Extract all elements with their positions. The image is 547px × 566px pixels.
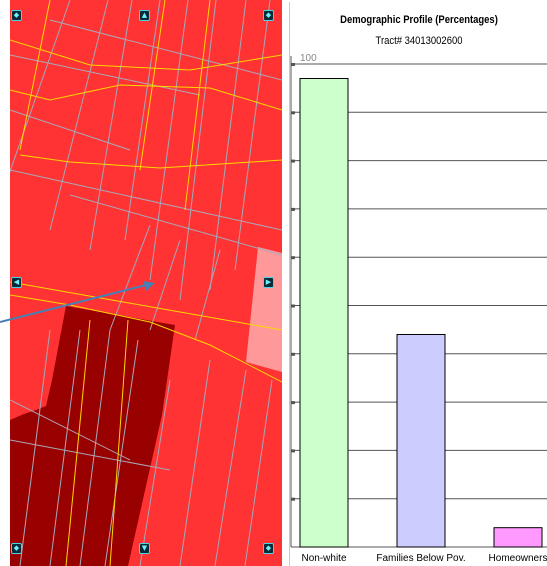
pan-north-button[interactable]: ▲ xyxy=(139,10,150,21)
road-line xyxy=(19,154,282,169)
road-line xyxy=(10,84,282,111)
street-line xyxy=(179,359,211,566)
street-line xyxy=(149,239,181,331)
pan-arrow-icon: ▶ xyxy=(265,278,272,286)
bar xyxy=(493,527,543,548)
axis-tick xyxy=(291,159,295,163)
street-line xyxy=(234,0,271,271)
cross-street-line xyxy=(69,194,282,256)
pan-arrow-icon: ◆ xyxy=(265,11,272,19)
road-line xyxy=(139,0,166,171)
cross-street-line xyxy=(10,439,171,471)
pan-arrow-icon: ◆ xyxy=(265,544,272,552)
road-line xyxy=(65,319,91,566)
axis-tick xyxy=(291,256,295,260)
street-line xyxy=(79,329,111,566)
pan-arrow-icon: ◆ xyxy=(13,544,20,552)
pan-south-button[interactable]: ▼ xyxy=(139,543,150,554)
pan-arrow-icon: ◀ xyxy=(13,278,20,286)
street-line xyxy=(244,379,273,566)
axis-tick xyxy=(291,497,295,501)
axis-tick xyxy=(291,352,295,356)
street-line xyxy=(89,0,133,251)
street-line xyxy=(179,0,217,301)
pan-northeast-button[interactable]: ◆ xyxy=(263,10,274,21)
pan-northwest-button[interactable]: ◆ xyxy=(11,10,22,21)
pan-southwest-button[interactable]: ◆ xyxy=(11,543,22,554)
street-line xyxy=(104,339,139,566)
street-line xyxy=(49,329,81,566)
cross-street-line xyxy=(10,54,201,96)
chart-subtitle: Tract# 34013002600 xyxy=(375,35,463,47)
pan-arrow-icon: ▼ xyxy=(141,544,148,552)
street-line xyxy=(214,369,247,566)
pan-west-button[interactable]: ◀ xyxy=(11,277,22,288)
street-line xyxy=(209,0,247,291)
tract-map[interactable] xyxy=(10,0,282,566)
category-label: Homeowners xyxy=(489,553,547,564)
axis-tick xyxy=(291,111,295,115)
street-line xyxy=(10,0,71,173)
category-label: Families Below Pov. xyxy=(376,553,465,564)
street-line xyxy=(19,329,51,566)
cross-street-line xyxy=(49,19,282,81)
map-view[interactable]: ◆ ▲ ◆ ◀ ▶ ◆ ▼ ◆ xyxy=(10,0,282,566)
demographic-chart-panel: 100 Non-white Families Below Pov. Homeowner… xyxy=(289,2,547,566)
street-line xyxy=(139,379,171,566)
bar xyxy=(299,77,349,548)
road-line xyxy=(109,319,129,566)
street-line xyxy=(194,249,221,341)
axis-tick xyxy=(291,449,295,453)
axis-tick xyxy=(291,63,295,66)
cross-street-line xyxy=(10,399,131,461)
cross-street-line xyxy=(10,109,131,151)
pan-east-button[interactable]: ▶ xyxy=(263,277,274,288)
category-label: Non-white xyxy=(301,553,346,564)
street-line xyxy=(49,0,109,231)
cross-street-line xyxy=(10,169,282,231)
street-line xyxy=(149,0,189,281)
axis-tick xyxy=(291,207,295,211)
axis-tick xyxy=(291,304,295,308)
street-line xyxy=(124,0,161,241)
road-line xyxy=(10,39,282,71)
pan-arrow-icon: ◆ xyxy=(13,11,20,19)
road-line xyxy=(184,0,211,211)
y-tick-label: 100 xyxy=(300,53,317,64)
chart-title: Demographic Profile (Percentages) xyxy=(340,14,498,26)
axis-tick xyxy=(291,401,295,405)
bar xyxy=(396,333,446,548)
road-line xyxy=(19,0,51,151)
pan-southeast-button[interactable]: ◆ xyxy=(263,543,274,554)
pan-arrow-icon: ▲ xyxy=(141,11,148,19)
bar-chart: 100 Non-white Families Below Pov. Homeowner… xyxy=(290,53,547,564)
